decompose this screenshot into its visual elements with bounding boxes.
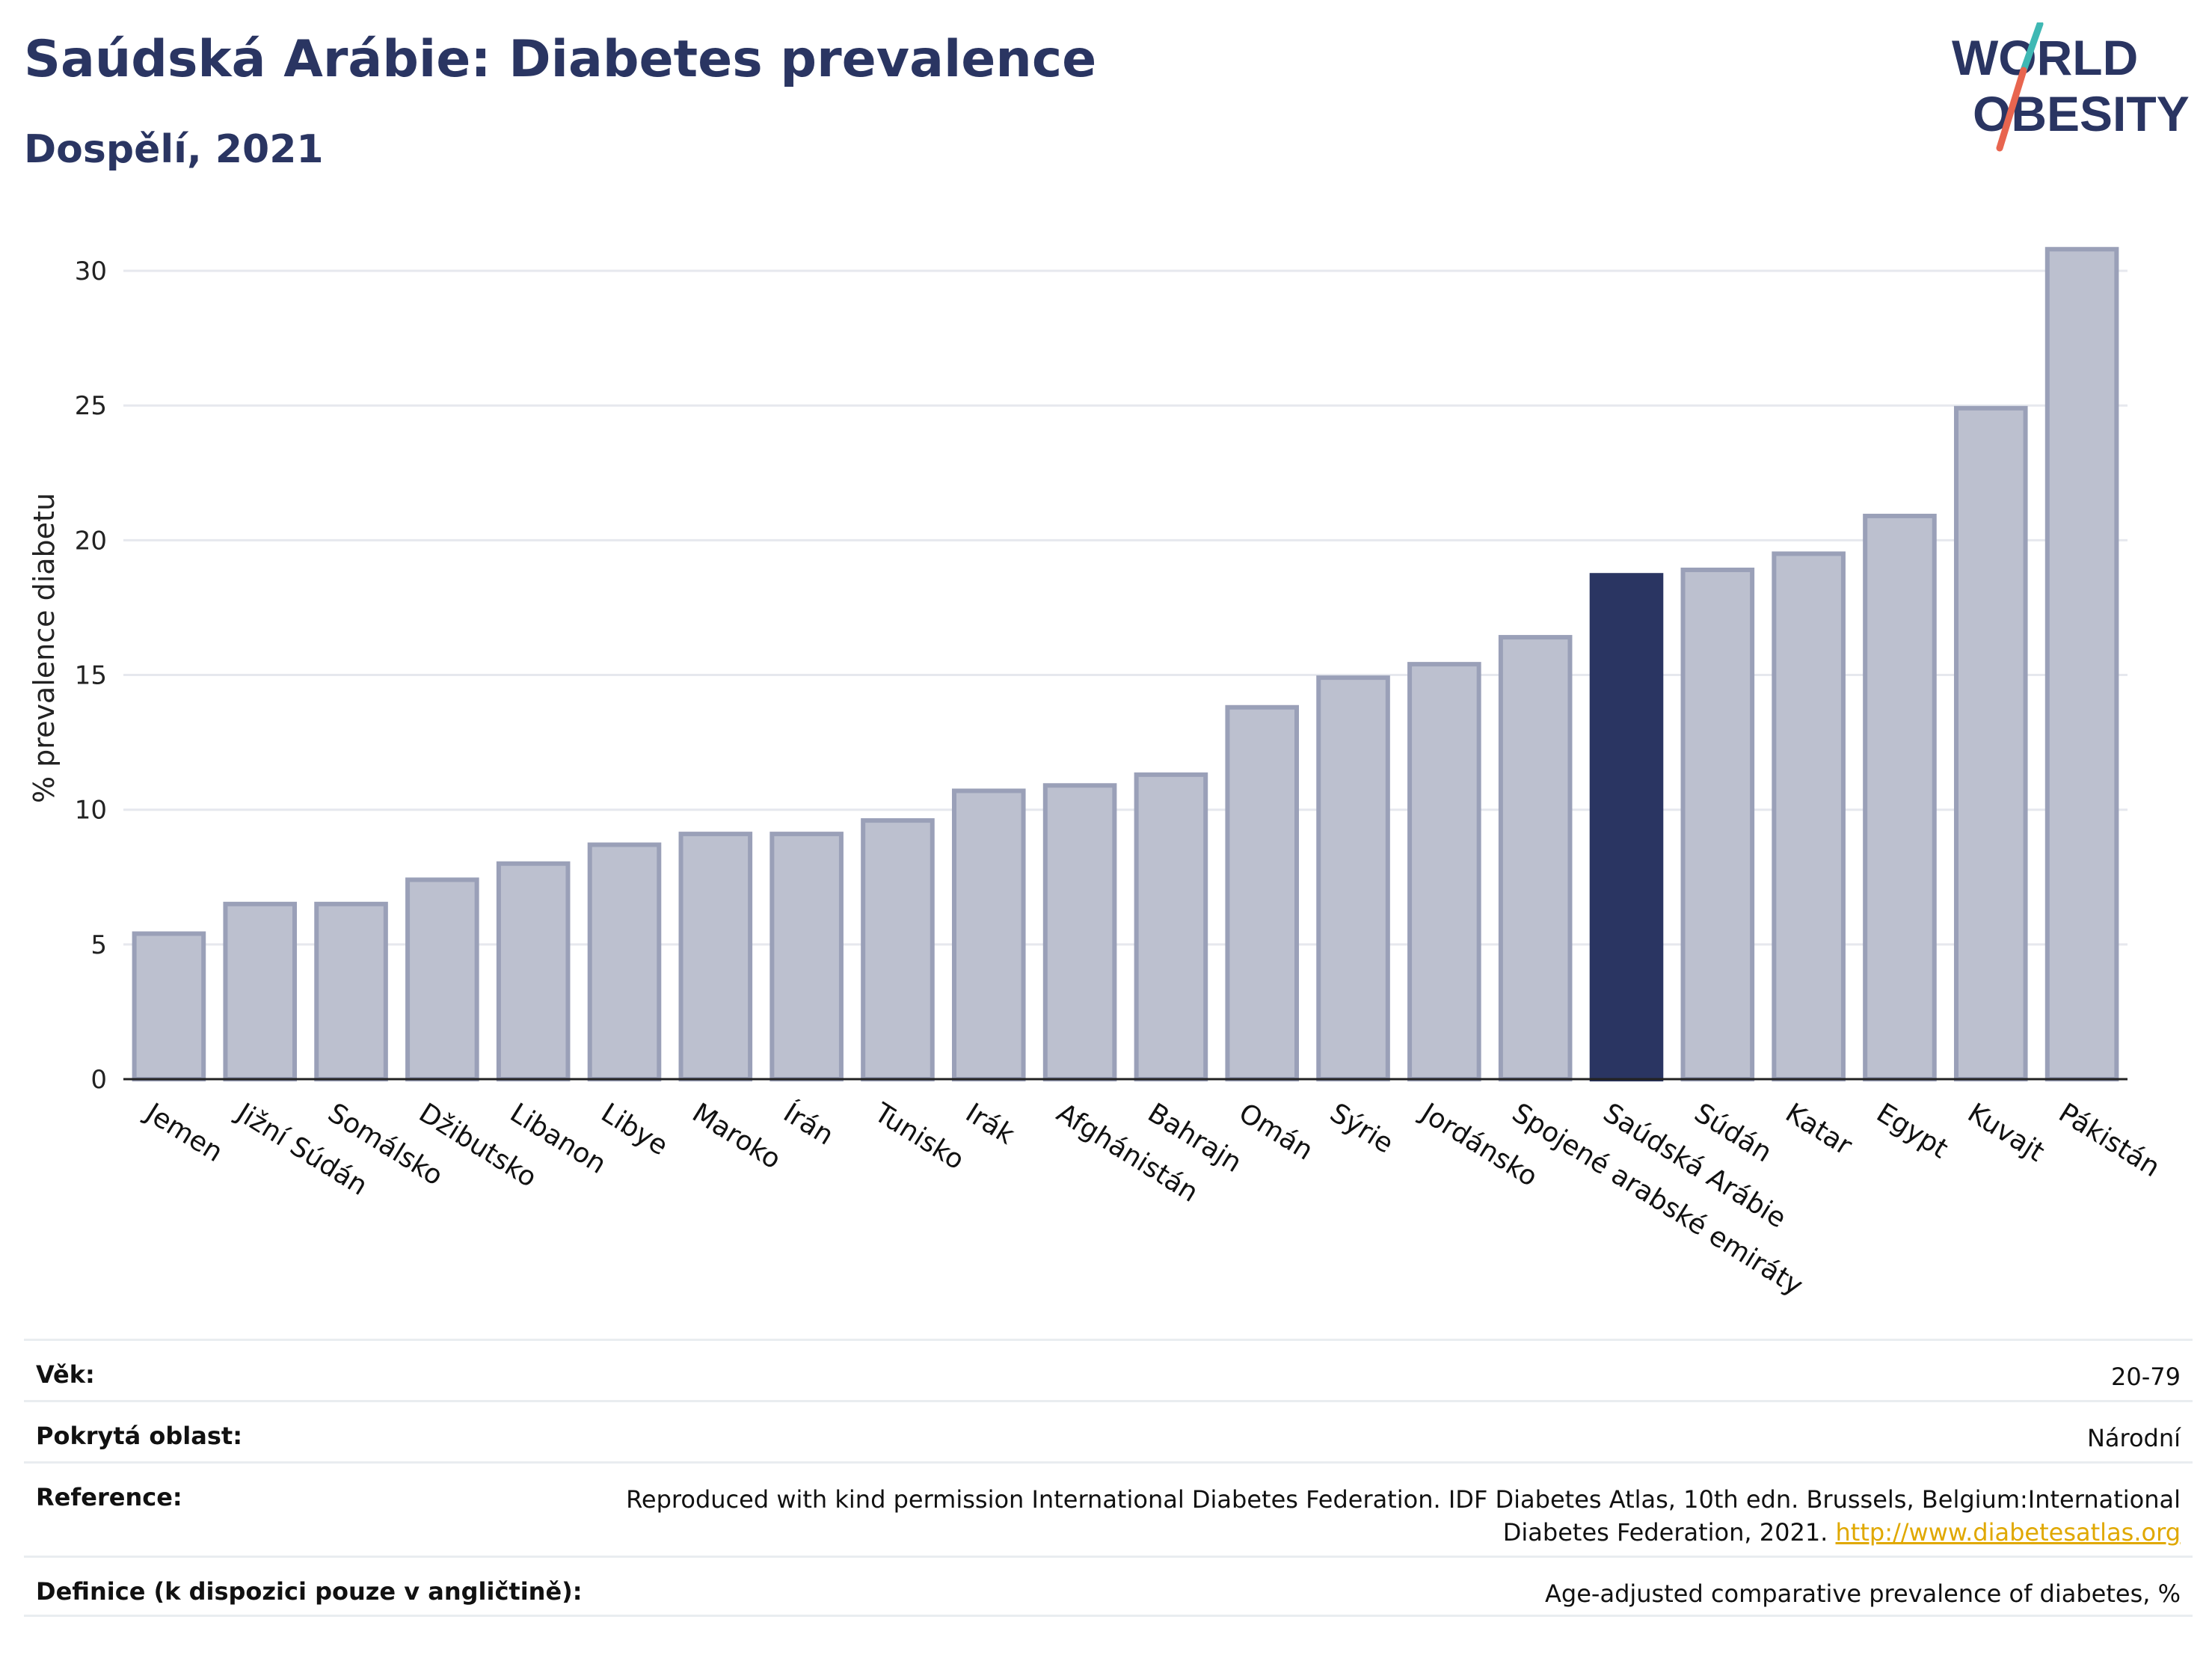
page-title: Saúdská Arábie: Diabetes prevalence bbox=[24, 30, 1097, 89]
meta-row-definition: Definice (k dispozici pouze v angličtině… bbox=[24, 1556, 2193, 1617]
meta-key: Pokrytá oblast: bbox=[36, 1422, 242, 1450]
y-tick-label: 0 bbox=[90, 1065, 107, 1095]
reference-link[interactable]: http://www.diabetesatlas.org bbox=[1835, 1518, 2181, 1547]
bar bbox=[496, 861, 571, 1081]
x-tick-label: Egypt bbox=[1871, 1098, 1953, 1165]
world-obesity-logo[interactable]: WORLD OBESITY bbox=[1952, 22, 2199, 157]
x-tick-label: Maroko bbox=[686, 1098, 786, 1176]
bar-highlight bbox=[1589, 573, 1664, 1081]
bar bbox=[1680, 568, 1755, 1081]
meta-value: 20-79 bbox=[2111, 1363, 2181, 1391]
bar bbox=[1863, 513, 1937, 1081]
bar bbox=[861, 818, 935, 1081]
meta-value: Národní bbox=[2086, 1424, 2181, 1452]
x-tick-label: Írán bbox=[778, 1097, 839, 1152]
bar bbox=[314, 901, 388, 1081]
x-tick-label: Tunisko bbox=[868, 1097, 969, 1176]
bar bbox=[769, 832, 844, 1081]
bar bbox=[1042, 783, 1117, 1082]
bar bbox=[1953, 405, 2028, 1081]
x-tick-label: Irák bbox=[960, 1098, 1020, 1151]
page-subtitle: Dospělí, 2021 bbox=[24, 127, 324, 172]
metadata-table: Věk: 20-79 Pokrytá oblast: Národní Refer… bbox=[24, 1339, 2193, 1617]
svg-text:WORLD: WORLD bbox=[1952, 30, 2138, 85]
meta-key: Reference: bbox=[36, 1483, 182, 1511]
bar bbox=[1134, 772, 1208, 1082]
x-tick-label: Katar bbox=[1780, 1098, 1857, 1162]
y-tick-label: 10 bbox=[75, 796, 107, 826]
x-tick-label: Kuvajt bbox=[1962, 1098, 2050, 1168]
bar bbox=[678, 832, 753, 1081]
bar bbox=[1316, 675, 1390, 1081]
meta-row-age: Věk: 20-79 bbox=[24, 1339, 2193, 1400]
x-tick-label: Pákistán bbox=[2053, 1098, 2166, 1184]
bar bbox=[405, 877, 479, 1082]
meta-row-coverage: Pokrytá oblast: Národní bbox=[24, 1400, 2193, 1461]
bar bbox=[1772, 551, 1846, 1081]
reference-text: Reproduced with kind permission Internat… bbox=[626, 1485, 2181, 1547]
x-tick-label: Sýrie bbox=[1324, 1098, 1398, 1160]
meta-key: Definice (k dispozici pouze v angličtině… bbox=[36, 1577, 583, 1606]
meta-row-reference: Reference: Reproduced with kind permissi… bbox=[24, 1461, 2193, 1556]
bar bbox=[1225, 704, 1300, 1081]
bar bbox=[1407, 662, 1481, 1081]
y-tick-label: 20 bbox=[75, 526, 107, 556]
bar bbox=[1498, 635, 1573, 1081]
y-tick-label: 15 bbox=[75, 661, 107, 691]
meta-value: Reproduced with kind permission Internat… bbox=[573, 1483, 2181, 1549]
x-tick-label: Omán bbox=[1233, 1098, 1318, 1167]
meta-value: Age-adjusted comparative prevalence of d… bbox=[1545, 1579, 2181, 1608]
meta-key: Věk: bbox=[36, 1360, 95, 1389]
y-tick-label: 25 bbox=[75, 391, 107, 421]
bar bbox=[223, 901, 298, 1081]
bar bbox=[132, 931, 206, 1082]
bar bbox=[2044, 247, 2119, 1081]
bar bbox=[587, 842, 662, 1081]
y-tick-label: 5 bbox=[90, 930, 107, 960]
bar bbox=[951, 788, 1026, 1081]
y-axis-label: % prevalence diabetu bbox=[28, 493, 61, 803]
x-tick-label: Jemen bbox=[139, 1097, 228, 1169]
y-tick-label: 30 bbox=[75, 257, 107, 286]
